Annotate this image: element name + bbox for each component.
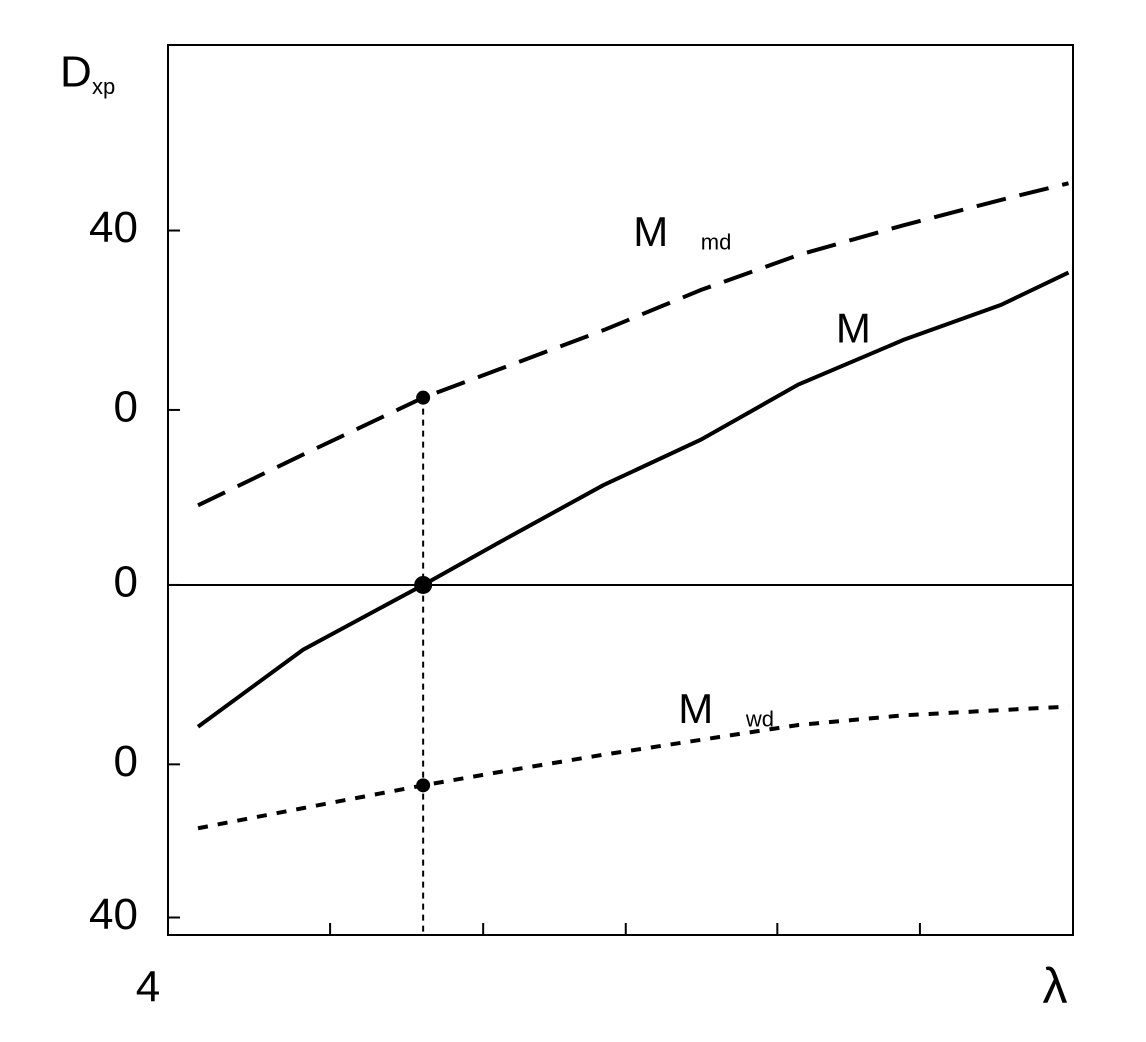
marked-point [414, 575, 433, 594]
series-label: M [836, 304, 871, 351]
x-axis-label: λ [1043, 958, 1068, 1014]
series-label: M [633, 208, 668, 255]
y-tick-label: 40 [89, 203, 138, 252]
y-tick-label: 40 [89, 890, 138, 939]
series-label-sub: wd [745, 706, 774, 731]
y-tick-label: 0 [114, 383, 138, 432]
series-label: M [678, 685, 713, 732]
x-axis-start-label: 4 [136, 963, 160, 1012]
series-label-sub: md [701, 229, 732, 254]
series-line [197, 704, 1069, 831]
y-tick-label: 0 [114, 737, 138, 786]
marked-point [416, 778, 431, 793]
y-axis-label-sub: xp [92, 74, 115, 99]
marked-point [416, 390, 431, 405]
y-axis-label: D [60, 48, 92, 97]
plot-frame [167, 44, 1074, 936]
series-line [196, 270, 1070, 729]
series-line [197, 181, 1069, 508]
y-tick-label: 0 [114, 558, 138, 607]
